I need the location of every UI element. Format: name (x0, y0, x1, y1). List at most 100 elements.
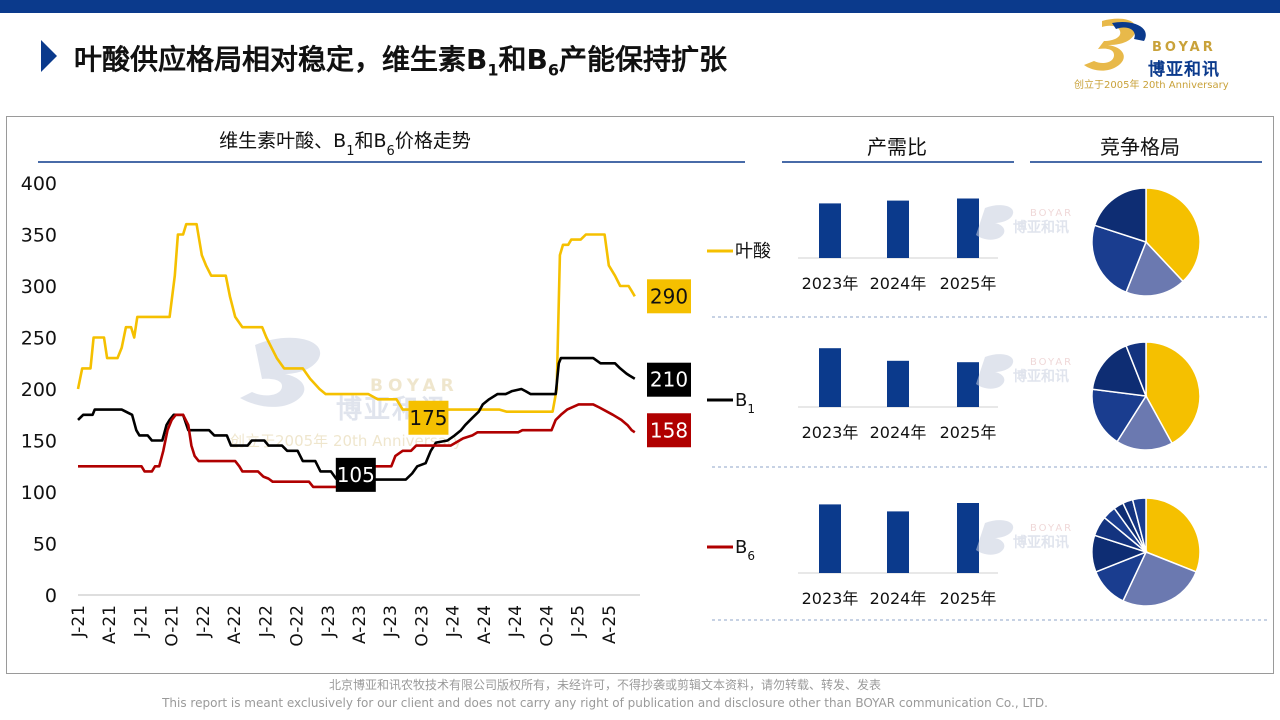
bar-rect (957, 362, 979, 407)
bar-chart-title: 产需比 (867, 135, 927, 159)
folic-end-label-box (647, 279, 691, 314)
pie-slice (1131, 497, 1147, 553)
x-tick-label: J-23 (381, 605, 401, 638)
pie-charts-group (1091, 187, 1201, 607)
y-tick-label: 50 (33, 534, 57, 556)
pie-slice (1093, 187, 1147, 244)
pie-slice (1125, 341, 1147, 397)
x-tick-label: O-23 (412, 605, 432, 647)
y-tick-label: 400 (21, 173, 57, 195)
legend-label-b6: B6 (735, 537, 755, 563)
pie-slice (1125, 240, 1185, 297)
bar-category-label: 2024年 (870, 589, 927, 608)
folic-min-label-box (408, 400, 449, 435)
b1-end-label: 210 (650, 368, 688, 392)
footer-copyright-cn: 北京博亚和讯农牧技术有限公司版权所有，未经许可，不得抄袭或剪辑文本资料，请勿转载… (328, 678, 881, 692)
x-tick-label: J-21 (69, 605, 89, 638)
bar-category-label: 2023年 (802, 589, 859, 608)
x-tick-label: J-24 (444, 605, 464, 638)
boyar-logo-icon (1084, 18, 1146, 71)
x-tick-label: O-21 (163, 605, 183, 647)
svg-text:BOYAR: BOYAR (1030, 208, 1073, 219)
bar-rect (957, 198, 979, 258)
x-tick-label: O-22 (288, 605, 308, 647)
bar-category-label: 2024年 (870, 423, 927, 442)
bar-category-label: 2025年 (940, 274, 997, 293)
x-tick-label: A-25 (600, 605, 620, 644)
pie-slice (1145, 497, 1201, 573)
pie-slice (1091, 344, 1148, 397)
pie-slice (1091, 224, 1147, 294)
line-labels-group: 290 210 158 105 175 (335, 279, 691, 492)
x-tick-label: A-22 (225, 605, 245, 644)
boyar-logo: BOYAR 博亚和讯 创立于2005年 20th Anniversary (1070, 15, 1230, 91)
legend-label-b1: B1 (735, 390, 755, 416)
b1-end-label-box (647, 362, 691, 397)
x-tick-label: J-23 (319, 605, 339, 638)
x-tick-label: O-24 (537, 605, 557, 647)
bar-category-label: 2025年 (940, 589, 997, 608)
svg-text:BOYAR: BOYAR (1030, 357, 1073, 368)
bar-rect (957, 503, 979, 573)
logo-name: BOYAR (1152, 40, 1216, 55)
page-title: 叶酸供应格局相对稳定，维生素B1和B6产能保持扩张 (74, 43, 727, 80)
y-tick-label: 150 (21, 431, 57, 453)
svg-text:创立于2005年 20th Anniversary: 创立于2005年 20th Anniversary (230, 432, 462, 450)
line-axis-group: 0 50 100 150 200 250 300 350 400 J-21 A-21 J-21 O-21… (21, 173, 640, 647)
x-tick-label: J-22 (256, 605, 276, 638)
x-tick-label: J-21 (131, 605, 151, 638)
footer-copyright-en: This report is meant exclusively for our… (162, 696, 1048, 710)
y-tick-label: 350 (21, 225, 57, 247)
x-tick-label: A-21 (100, 605, 120, 644)
y-tick-label: 300 (21, 276, 57, 298)
x-tick-label: J-24 (506, 605, 526, 638)
folic-end-label: 290 (650, 284, 688, 308)
y-tick-label: 100 (21, 482, 57, 504)
y-tick-label: 250 (21, 328, 57, 350)
bar-rect (819, 348, 841, 407)
y-tick-label: 0 (45, 585, 57, 607)
bar-rect (887, 360, 909, 407)
bar-rect (819, 504, 841, 573)
x-tick-label: A-24 (475, 605, 495, 644)
b6-end-label: 158 (650, 418, 688, 442)
logo-cn: 博亚和讯 (1148, 60, 1220, 80)
pie-slice (1116, 394, 1174, 451)
bar-rect (887, 200, 909, 258)
svg-text:博亚和讯: 博亚和讯 (1013, 219, 1069, 236)
title-arrow-icon (41, 40, 57, 72)
bar-category-label: 2023年 (802, 423, 859, 442)
pie-slice (1145, 187, 1201, 283)
b6-end-label-box (647, 413, 691, 448)
pie-slice (1091, 388, 1148, 443)
b1-min-label: 105 (337, 463, 375, 487)
y-tick-label: 200 (21, 379, 57, 401)
logo-since: 创立于2005年 20th Anniversary (1074, 80, 1229, 91)
bar-category-label: 2025年 (940, 423, 997, 442)
svg-text:博亚和讯: 博亚和讯 (1013, 534, 1069, 551)
line-chart-title: 维生素叶酸、B1和B6价格走势 (219, 130, 471, 159)
b1-min-label-box (335, 457, 376, 492)
line-legend: 叶酸 B1 B6 (707, 241, 771, 563)
svg-text:BOYAR: BOYAR (1030, 523, 1073, 534)
bar-category-label: 2023年 (802, 274, 859, 293)
folic-min-label: 175 (409, 406, 447, 430)
bar-rect (819, 203, 841, 258)
x-tick-label: J-22 (194, 605, 214, 638)
svg-text:BOYAR: BOYAR (370, 376, 459, 396)
series-line-folic (76, 222, 636, 413)
bar-rect (887, 511, 909, 573)
svg-text:博亚和讯: 博亚和讯 (1013, 368, 1069, 385)
x-tick-label: J-25 (569, 605, 589, 638)
legend-label-folic: 叶酸 (735, 241, 771, 262)
content-panel (6, 116, 1274, 674)
top-accent-bar (0, 0, 1280, 13)
bar-category-label: 2024年 (870, 274, 927, 293)
x-tick-label: A-23 (350, 605, 370, 644)
pie-slice (1145, 341, 1201, 445)
